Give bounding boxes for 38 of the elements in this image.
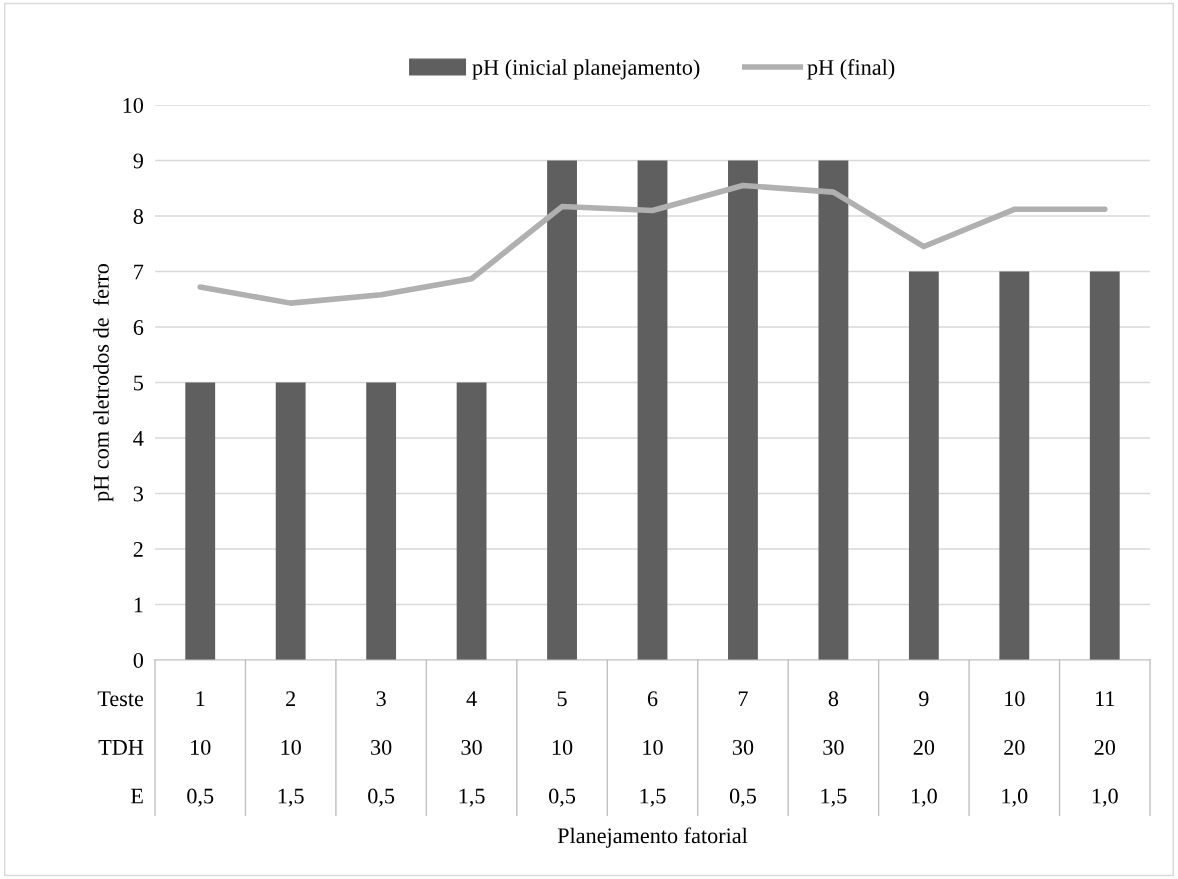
category-label: 7 30 0,5 [729, 691, 756, 807]
bar [366, 382, 397, 660]
text: Planejamento fatorial [557, 827, 748, 848]
bar [547, 160, 577, 660]
y-tick-label: 6 [133, 319, 144, 335]
legend-label: pH (final) [807, 59, 895, 80]
text: Teste TDH E [97, 691, 144, 804]
y-tick-label: 7 [134, 264, 144, 280]
bar [637, 160, 668, 660]
y-tick-label: 9 [133, 153, 143, 169]
y-tick-label: 4 [133, 431, 144, 446]
category-label: 8 30 1,5 [821, 691, 847, 807]
y-axis-title: pH com eletrodos de ferro [92, 263, 114, 502]
category-label: 6 10 1,5 [640, 691, 666, 807]
bar [456, 382, 487, 660]
bar [275, 382, 306, 660]
bar [908, 271, 939, 660]
category-label: 4 30 1,5 [459, 691, 485, 807]
y-tick-label: 8 [133, 208, 144, 224]
category-label: 2 10 1,5 [278, 691, 304, 807]
bar [185, 382, 216, 660]
legend-label: pH (inicial planejamento) [472, 59, 700, 80]
y-tick-label: 1 [134, 597, 143, 613]
y-tick-label: 0 [133, 652, 144, 668]
bar [999, 271, 1030, 660]
bar [818, 160, 849, 660]
category-label: 10 20 1,0 [1002, 691, 1028, 807]
bar [1089, 271, 1120, 660]
y-tick-label: 10 [123, 97, 144, 113]
y-tick-label: 3 [133, 486, 144, 502]
y-tick-label: 2 [133, 541, 143, 557]
category-label: 3 30 0,5 [368, 691, 395, 807]
category-label: 1 10 0,5 [187, 691, 214, 807]
category-label: 9 20 1,0 [911, 691, 937, 807]
category-label: 5 10 0,5 [549, 691, 576, 807]
y-tick-label: 5 [134, 375, 144, 391]
bar [728, 160, 758, 660]
category-label: 11 20 1,0 [1092, 691, 1118, 807]
